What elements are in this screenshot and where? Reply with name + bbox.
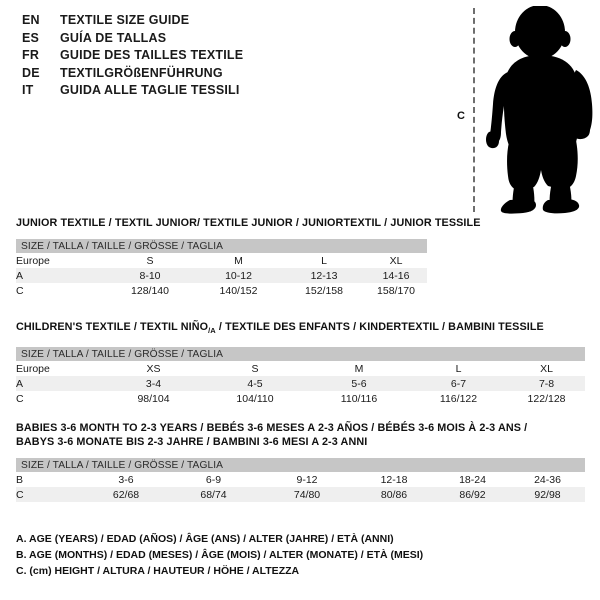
table-cell: 68/74	[166, 487, 261, 502]
section-junior-textile: JUNIOR TEXTILE / TEXTIL JUNIOR/ TEXTILE …	[16, 216, 481, 298]
table-band-header: SIZE / TALLA / TAILLE / GRÖSSE / TAGLIA	[16, 458, 586, 472]
section-title-children-post: / TEXTILE DES ENFANTS / KINDERTEXTIL / B…	[215, 321, 544, 333]
table-cell: L	[409, 361, 508, 376]
table-cell: 74/80	[261, 487, 353, 502]
legend-line-c: C. (cm) HEIGHT / ALTURA / HAUTEUR / HÖHE…	[16, 565, 300, 577]
section-title-junior: JUNIOR TEXTILE / TEXTIL JUNIOR/ TEXTILE …	[16, 217, 481, 229]
legend-line-b: B. AGE (MONTHS) / EDAD (MESES) / ÂGE (MO…	[16, 549, 424, 561]
table-cell: 98/104	[106, 391, 201, 406]
table-row: A 3-4 4-5 5-6 6-7 7-8	[16, 376, 586, 391]
table-cell: 4-5	[201, 376, 309, 391]
language-title: TEXTILGRÖßENFÜHRUNG	[60, 65, 223, 80]
table-cell: 104/110	[201, 391, 309, 406]
language-row-en: EN TEXTILE SIZE GUIDE	[22, 13, 243, 31]
table-cell: 12-13	[283, 268, 365, 283]
language-code: FR	[22, 48, 40, 62]
table-cell: 9-12	[261, 472, 353, 487]
language-title: GUÍA DE TALLAS	[60, 30, 167, 45]
table-cell: M	[194, 253, 283, 268]
table-cell: 10-12	[194, 268, 283, 283]
section-title-children-pre: CHILDREN'S TEXTILE / TEXTIL NIÑO	[16, 321, 209, 333]
section-babies-textile: BABIES 3-6 MONTH TO 2-3 YEARS / BEBÉS 3-…	[16, 421, 586, 502]
table-row: C 128/140 140/152 152/158 158/170	[16, 283, 428, 298]
language-title: GUIDA ALLE TAGLIE TESSILI	[60, 83, 240, 97]
language-code: EN	[22, 13, 40, 27]
language-row-es: ES GUÍA DE TALLAS	[22, 31, 243, 49]
height-label-c: C	[457, 110, 465, 122]
table-cell: 18-24	[435, 472, 510, 487]
table-cell: 122/128	[508, 391, 586, 406]
table-cell: 12-18	[353, 472, 435, 487]
row-label: Europe	[16, 361, 106, 376]
table-cell: 128/140	[106, 283, 194, 298]
section-title-children-sub: /A	[208, 326, 216, 335]
table-cell: S	[201, 361, 309, 376]
table-cell: 3-4	[106, 376, 201, 391]
legend-line-a: A. AGE (YEARS) / EDAD (AÑOS) / ÂGE (ANS)…	[16, 533, 394, 545]
table-row: A 8-10 10-12 12-13 14-16	[16, 268, 428, 283]
table-row: Europe S M L XL	[16, 253, 428, 268]
table-cell: 24-36	[510, 472, 586, 487]
table-cell: M	[309, 361, 409, 376]
table-cell: 6-7	[409, 376, 508, 391]
babies-size-table: SIZE / TALLA / TAILLE / GRÖSSE / TAGLIA …	[16, 458, 586, 502]
band-label: SIZE / TALLA / TAILLE / GRÖSSE / TAGLIA	[16, 239, 428, 253]
table-cell: 158/170	[365, 283, 428, 298]
row-label: B	[16, 472, 86, 487]
table-cell: 86/92	[435, 487, 510, 502]
table-cell: 8-10	[106, 268, 194, 283]
table-cell: 5-6	[309, 376, 409, 391]
language-title: TEXTILE SIZE GUIDE	[60, 13, 190, 27]
table-band-header: SIZE / TALLA / TAILLE / GRÖSSE / TAGLIA	[16, 347, 586, 361]
table-row: C 62/68 68/74 74/80 80/86 86/92 92/98	[16, 487, 586, 502]
table-row: Europe XS S M L XL	[16, 361, 586, 376]
band-label: SIZE / TALLA / TAILLE / GRÖSSE / TAGLIA	[16, 347, 586, 361]
section-title-children: CHILDREN'S TEXTILE / TEXTIL NIÑO/A / TEX…	[16, 320, 585, 338]
height-dashed-line	[473, 8, 475, 212]
table-cell: 7-8	[508, 376, 586, 391]
children-size-table: SIZE / TALLA / TAILLE / GRÖSSE / TAGLIA …	[16, 347, 586, 406]
language-code: DE	[22, 65, 40, 80]
table-cell: XL	[508, 361, 586, 376]
language-row-de: DE TEXTILGRÖßENFÜHRUNG	[22, 66, 243, 84]
row-label: C	[16, 487, 86, 502]
row-label: C	[16, 283, 106, 298]
toddler-silhouette-icon	[486, 6, 593, 214]
row-label: A	[16, 376, 106, 391]
legend-block: A. AGE (YEARS) / EDAD (AÑOS) / ÂGE (ANS)…	[16, 531, 423, 579]
band-label: SIZE / TALLA / TAILLE / GRÖSSE / TAGLIA	[16, 458, 586, 472]
language-title-block: EN TEXTILE SIZE GUIDE ES GUÍA DE TALLAS …	[22, 13, 243, 101]
row-label: A	[16, 268, 106, 283]
table-cell: 152/158	[283, 283, 365, 298]
language-code: ES	[22, 30, 40, 45]
table-cell: 80/86	[353, 487, 435, 502]
table-cell: 116/122	[409, 391, 508, 406]
row-label: Europe	[16, 253, 106, 268]
table-row: B 3-6 6-9 9-12 12-18 18-24 24-36	[16, 472, 586, 487]
table-cell: 62/68	[86, 487, 166, 502]
junior-size-table: SIZE / TALLA / TAILLE / GRÖSSE / TAGLIA …	[16, 239, 428, 298]
table-cell: 110/116	[309, 391, 409, 406]
height-measure-figure: C	[440, 4, 600, 216]
table-cell: XL	[365, 253, 428, 268]
language-row-it: IT GUIDA ALLE TAGLIE TESSILI	[22, 83, 243, 101]
language-title: GUIDE DES TAILLES TEXTILE	[60, 48, 244, 62]
section-title-babies-line2: BABYS 3-6 MONATE BIS 2-3 JAHRE / BAMBINI…	[16, 436, 368, 448]
table-cell: S	[106, 253, 194, 268]
table-cell: XS	[106, 361, 201, 376]
table-cell: 6-9	[166, 472, 261, 487]
language-code: IT	[22, 83, 34, 97]
table-row: C 98/104 104/110 110/116 116/122 122/128	[16, 391, 586, 406]
table-cell: 140/152	[194, 283, 283, 298]
table-cell: L	[283, 253, 365, 268]
table-cell: 14-16	[365, 268, 428, 283]
language-row-fr: FR GUIDE DES TAILLES TEXTILE	[22, 48, 243, 66]
table-cell: 92/98	[510, 487, 586, 502]
table-band-header: SIZE / TALLA / TAILLE / GRÖSSE / TAGLIA	[16, 239, 428, 253]
section-title-babies-line1: BABIES 3-6 MONTH TO 2-3 YEARS / BEBÉS 3-…	[16, 422, 528, 434]
row-label: C	[16, 391, 106, 406]
table-cell: 3-6	[86, 472, 166, 487]
section-children-textile: CHILDREN'S TEXTILE / TEXTIL NIÑO/A / TEX…	[16, 320, 586, 406]
